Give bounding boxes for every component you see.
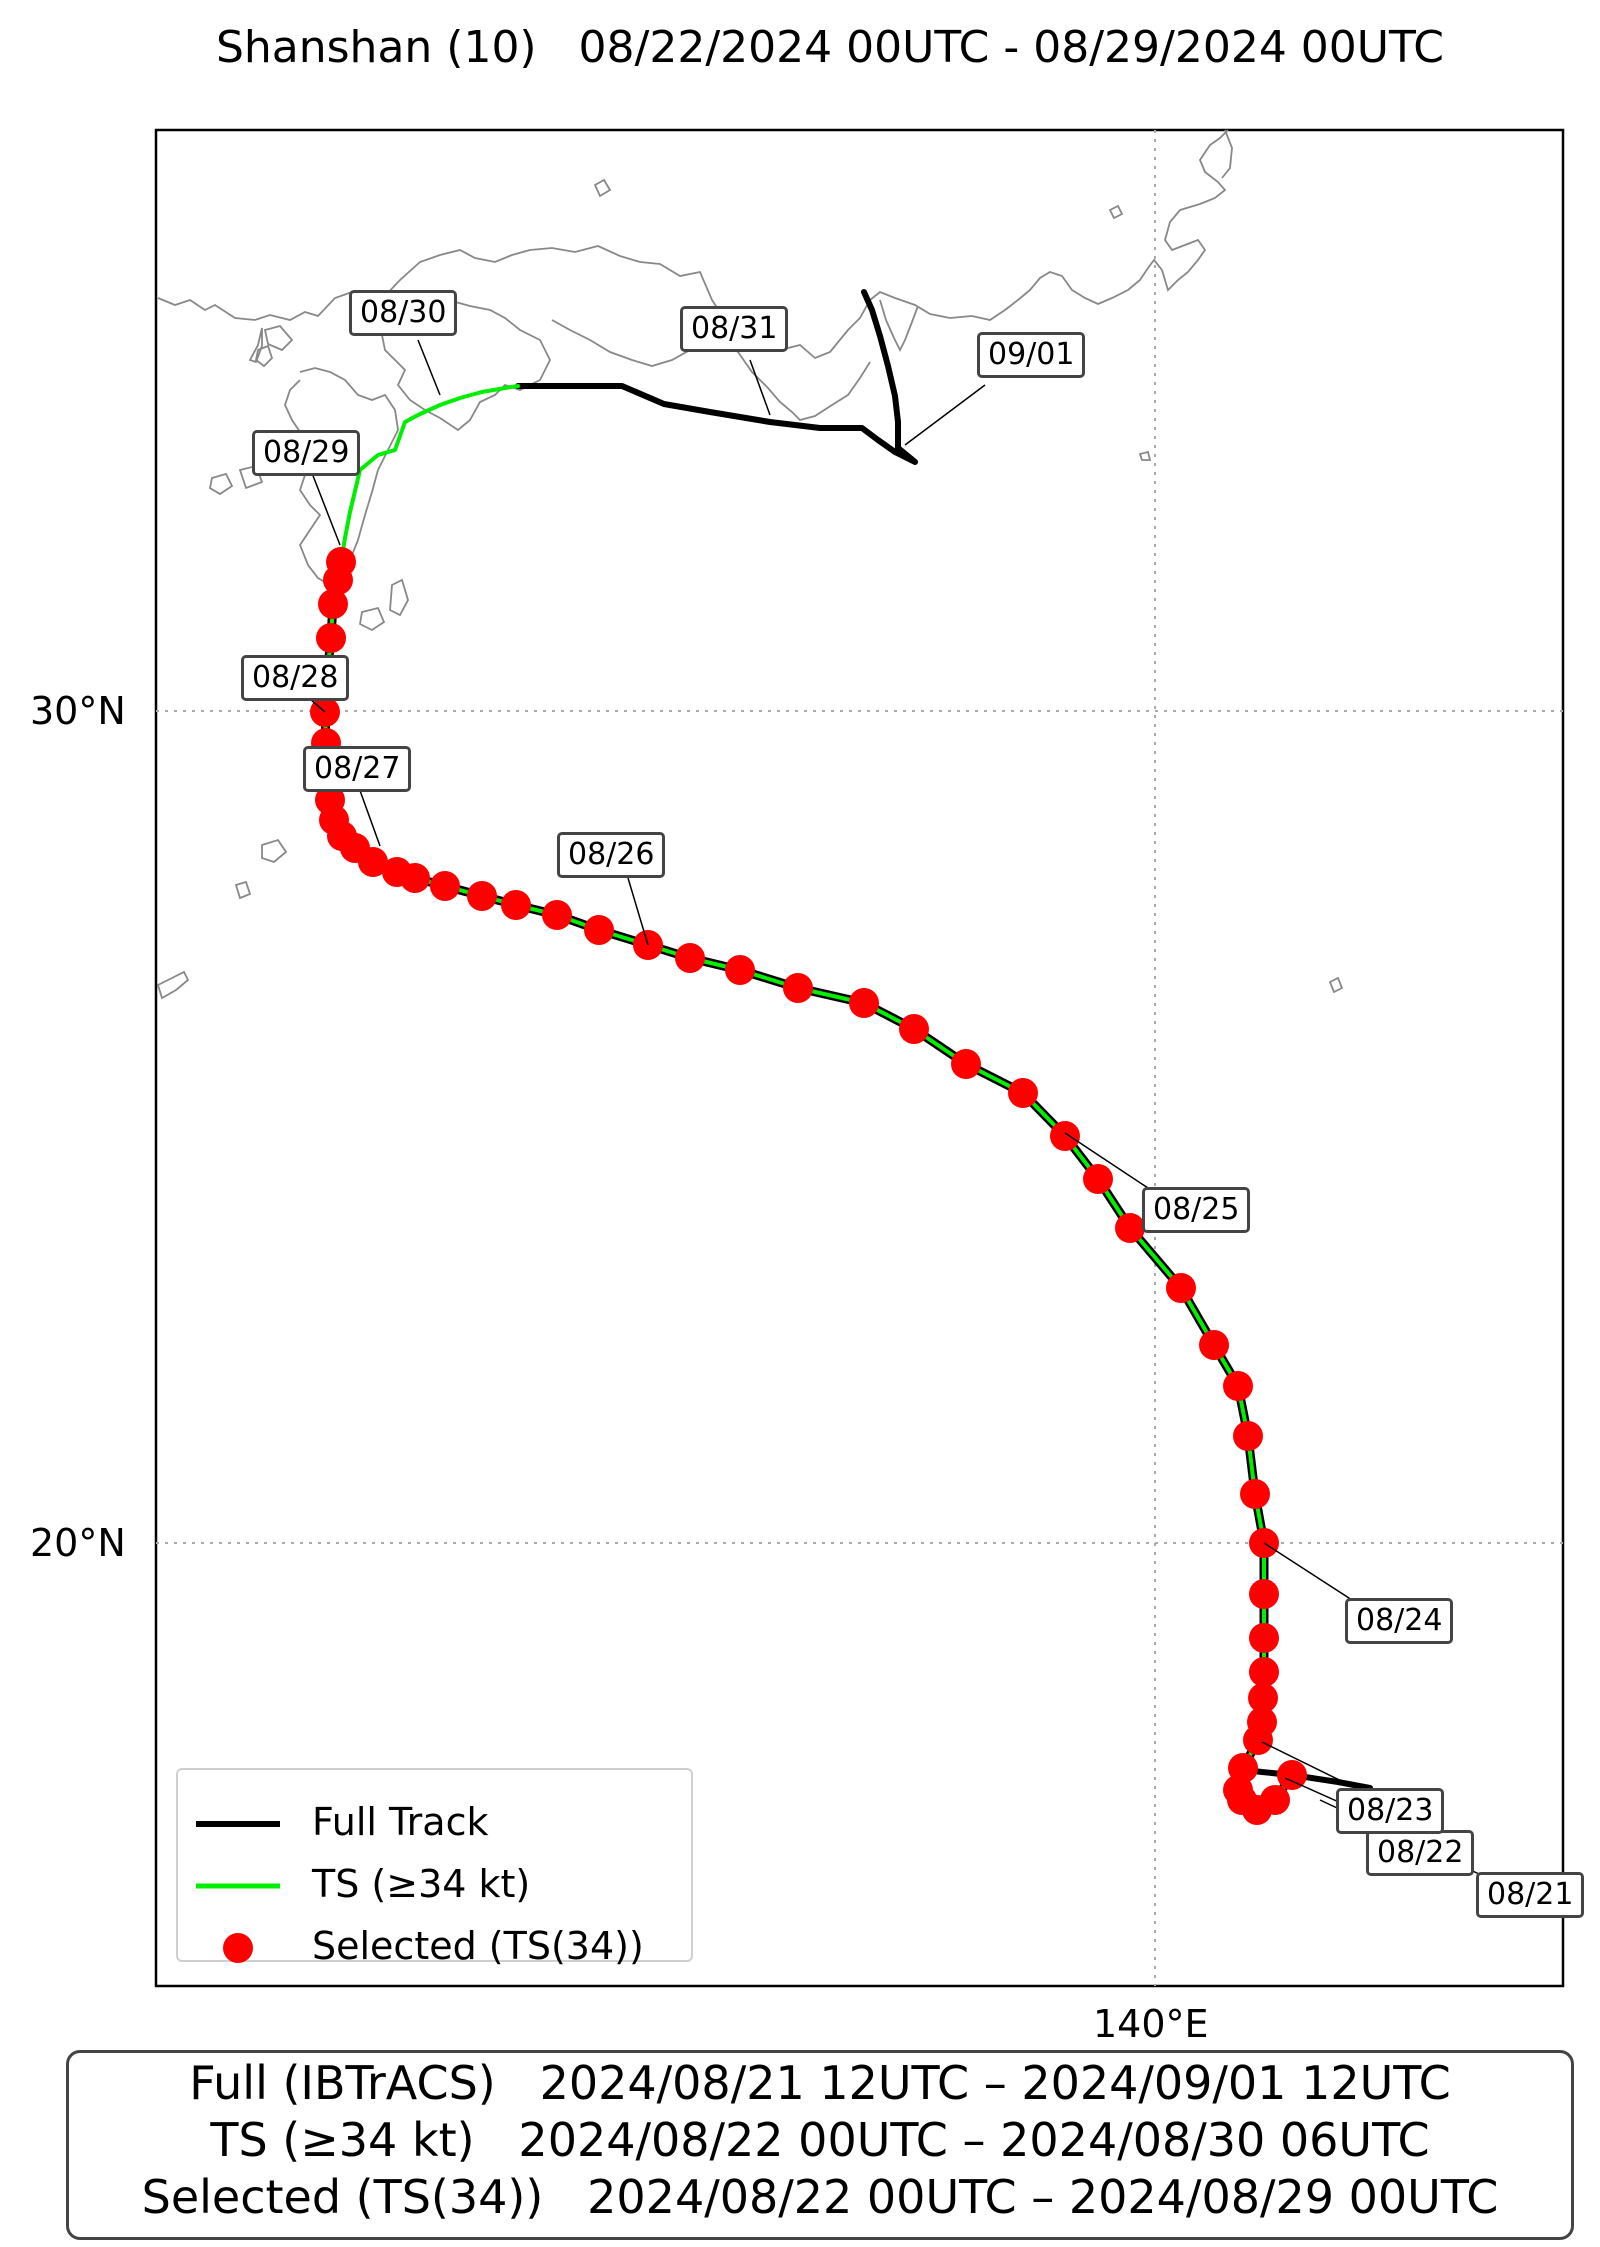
selected-point <box>899 1014 929 1044</box>
coast-island-4 <box>238 464 264 490</box>
legend-line-black <box>196 1821 280 1827</box>
coast-island-6 <box>593 178 612 198</box>
date-label-0829: 08/29 <box>252 430 361 476</box>
selected-point <box>318 589 348 619</box>
selected-point <box>430 871 460 901</box>
coast-izu <box>879 299 919 353</box>
selected-point <box>1249 1623 1279 1653</box>
selected-point <box>1223 1371 1253 1401</box>
selected-point <box>1247 1707 1277 1737</box>
selected-point <box>1233 1421 1263 1451</box>
legend-dot-red <box>223 1933 253 1963</box>
map-frame <box>154 128 1565 1988</box>
coast-island-9 <box>234 880 252 900</box>
coast-island-3 <box>208 472 234 496</box>
date-leaders <box>301 339 1493 1881</box>
coast-island-8 <box>1138 450 1152 461</box>
coast-island-2 <box>263 324 294 352</box>
selected-point <box>584 915 614 945</box>
selected-point <box>725 955 755 985</box>
selected-point <box>951 1049 981 1079</box>
legend-label-full-track: Full Track <box>312 1800 489 1844</box>
summary-ts: TS (≥34 kt) 2024/08/22 00UTC – 2024/08/3… <box>210 2113 1430 2167</box>
coast-amami <box>261 838 288 864</box>
selected-point <box>1199 1330 1229 1360</box>
selected-point <box>501 890 531 920</box>
selected-point <box>1240 1479 1270 1509</box>
date-label-0824: 08/24 <box>1345 1598 1454 1644</box>
selected-point <box>467 881 497 911</box>
coast-yakushima <box>359 606 386 632</box>
legend-item-full-track: Full Track <box>192 1796 682 1852</box>
selected-point <box>1166 1273 1196 1303</box>
selected-point <box>316 623 346 653</box>
coast-island-7 <box>1108 204 1124 220</box>
legend-item-selected: Selected (TS(34)) <box>192 1920 682 1976</box>
selected-point <box>382 857 412 887</box>
selected-point <box>849 988 879 1018</box>
date-label-0831: 08/31 <box>680 306 789 352</box>
selected-point <box>675 943 705 973</box>
legend-item-ts: TS (≥34 kt) <box>192 1858 682 1914</box>
coast-okinawa <box>156 970 190 1000</box>
track-layer <box>310 289 1373 1825</box>
selected-point <box>1008 1078 1038 1108</box>
selected-point <box>542 900 572 930</box>
selected-point <box>1228 1753 1258 1783</box>
selected-point <box>1249 1579 1279 1609</box>
ts-track-selected <box>323 560 1294 1812</box>
date-label-0901: 09/01 <box>977 332 1086 378</box>
summary-full: Full (IBTrACS) 2024/08/21 12UTC – 2024/0… <box>189 2056 1451 2110</box>
date-label-0823: 08/23 <box>1336 1788 1445 1834</box>
selected-point <box>1277 1760 1307 1790</box>
ts-track-tail <box>339 384 520 564</box>
selected-point <box>326 547 356 577</box>
date-label-0826: 08/26 <box>557 832 666 878</box>
coast-shikoku <box>381 291 552 432</box>
selected-point <box>1249 1657 1279 1687</box>
summary-box: Full (IBTrACS) 2024/08/21 12UTC – 2024/0… <box>66 2050 1574 2240</box>
selected-point <box>1248 1683 1278 1713</box>
date-label-0825: 08/25 <box>1142 1187 1251 1233</box>
coast-sakhalin-tip <box>1221 129 1233 179</box>
lat-label-20n: 20°N <box>30 1521 126 1565</box>
legend: Full Track TS (≥34 kt) Selected (TS(34)) <box>176 1768 693 1968</box>
summary-selected: Selected (TS(34)) 2024/08/22 00UTC – 202… <box>141 2170 1499 2224</box>
date-label-0827: 08/27 <box>303 746 412 792</box>
legend-line-green <box>196 1883 280 1889</box>
legend-label-ts: TS (≥34 kt) <box>312 1862 531 1906</box>
coast-island-10 <box>1328 976 1344 994</box>
lat-label-30n: 30°N <box>30 689 126 733</box>
date-label-0830: 08/30 <box>349 290 458 336</box>
coast-tanegashima <box>389 578 409 617</box>
selected-point <box>783 973 813 1003</box>
full-track-outline <box>320 557 1297 1815</box>
selected-point <box>1050 1121 1080 1151</box>
full-track-end <box>515 289 918 465</box>
map-title: Shanshan (10) 08/22/2024 00UTC - 08/29/2… <box>215 22 1445 73</box>
coast-island-1 <box>255 344 274 368</box>
selected-point <box>1083 1164 1113 1194</box>
date-label-0822: 08/22 <box>1366 1830 1475 1876</box>
coast-island-5 <box>248 327 263 364</box>
date-label-0828: 08/28 <box>241 655 350 701</box>
selected-point <box>315 785 345 815</box>
coast-peninsula <box>551 319 871 422</box>
lon-label-140e: 140°E <box>1093 2002 1209 2046</box>
legend-label-selected: Selected (TS(34)) <box>312 1924 644 1968</box>
selected-point <box>1115 1213 1145 1243</box>
date-label-0821: 08/21 <box>1476 1872 1585 1918</box>
